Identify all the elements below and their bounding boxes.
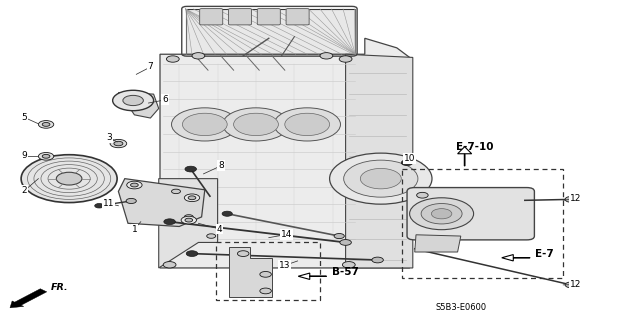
Circle shape	[184, 194, 200, 202]
Circle shape	[185, 218, 193, 222]
Text: 10: 10	[404, 154, 415, 163]
FancyArrow shape	[458, 147, 472, 166]
Circle shape	[223, 108, 289, 141]
Text: 12: 12	[570, 280, 582, 289]
FancyArrow shape	[298, 273, 326, 279]
Circle shape	[185, 166, 196, 172]
Circle shape	[334, 234, 344, 239]
Circle shape	[339, 56, 352, 62]
FancyBboxPatch shape	[228, 9, 252, 25]
Circle shape	[417, 192, 428, 198]
Text: 3: 3	[106, 133, 111, 142]
Circle shape	[182, 113, 227, 136]
Circle shape	[260, 288, 271, 294]
Circle shape	[110, 139, 127, 148]
Polygon shape	[229, 247, 272, 297]
Text: FR.: FR.	[51, 283, 69, 292]
Polygon shape	[346, 54, 413, 268]
Circle shape	[172, 189, 180, 194]
Circle shape	[56, 172, 82, 185]
Text: 6: 6	[163, 95, 168, 104]
FancyArrow shape	[502, 255, 530, 261]
Text: 7: 7	[148, 63, 153, 71]
FancyBboxPatch shape	[407, 188, 534, 240]
Circle shape	[330, 153, 432, 204]
Circle shape	[38, 121, 54, 128]
FancyBboxPatch shape	[200, 9, 223, 25]
Circle shape	[127, 181, 142, 189]
Circle shape	[372, 257, 383, 263]
Circle shape	[421, 204, 462, 224]
Circle shape	[565, 282, 577, 288]
Circle shape	[172, 108, 238, 141]
Circle shape	[401, 160, 413, 166]
Circle shape	[320, 53, 333, 59]
Circle shape	[342, 262, 355, 268]
Bar	[402, 169, 563, 278]
Text: 13: 13	[279, 261, 291, 270]
FancyArrow shape	[10, 289, 47, 308]
Circle shape	[424, 245, 436, 251]
Circle shape	[113, 90, 154, 111]
Circle shape	[42, 154, 50, 158]
Circle shape	[126, 198, 136, 204]
Polygon shape	[160, 38, 410, 268]
FancyBboxPatch shape	[286, 9, 309, 25]
Bar	[216, 242, 320, 300]
Circle shape	[166, 56, 179, 62]
Circle shape	[95, 204, 104, 208]
Circle shape	[565, 197, 577, 202]
Circle shape	[21, 155, 117, 203]
Circle shape	[188, 196, 196, 200]
Text: 4: 4	[217, 225, 222, 234]
Text: E-7-10: E-7-10	[456, 142, 493, 152]
FancyBboxPatch shape	[257, 9, 280, 25]
Circle shape	[260, 271, 271, 277]
Polygon shape	[118, 179, 205, 226]
Polygon shape	[186, 9, 355, 54]
Circle shape	[222, 211, 232, 216]
Text: 2: 2	[22, 186, 27, 195]
Text: 8: 8	[218, 161, 223, 170]
Circle shape	[207, 234, 216, 238]
Text: 1: 1	[132, 225, 137, 234]
Circle shape	[131, 183, 138, 187]
Circle shape	[410, 198, 474, 230]
Circle shape	[164, 219, 175, 225]
Text: 11: 11	[103, 199, 115, 208]
Text: 5: 5	[22, 113, 27, 122]
Text: E-7: E-7	[535, 249, 554, 259]
Text: 14: 14	[281, 230, 292, 239]
Circle shape	[344, 160, 418, 197]
Circle shape	[184, 215, 193, 219]
Circle shape	[181, 216, 196, 224]
Polygon shape	[118, 93, 159, 118]
Circle shape	[274, 108, 340, 141]
Circle shape	[285, 113, 330, 136]
Circle shape	[38, 152, 54, 160]
Text: S5B3-E0600: S5B3-E0600	[435, 303, 486, 312]
Circle shape	[123, 95, 143, 106]
Text: 12: 12	[570, 194, 582, 203]
Circle shape	[234, 113, 278, 136]
Circle shape	[163, 262, 176, 268]
Text: 9: 9	[22, 151, 27, 160]
Polygon shape	[415, 235, 461, 252]
Circle shape	[340, 240, 351, 245]
Circle shape	[192, 53, 205, 59]
Circle shape	[42, 122, 50, 126]
Text: B-57: B-57	[332, 267, 359, 278]
Polygon shape	[159, 179, 218, 268]
Circle shape	[360, 168, 401, 189]
Circle shape	[237, 251, 249, 256]
Circle shape	[431, 209, 452, 219]
Circle shape	[114, 141, 123, 146]
Circle shape	[186, 251, 198, 256]
